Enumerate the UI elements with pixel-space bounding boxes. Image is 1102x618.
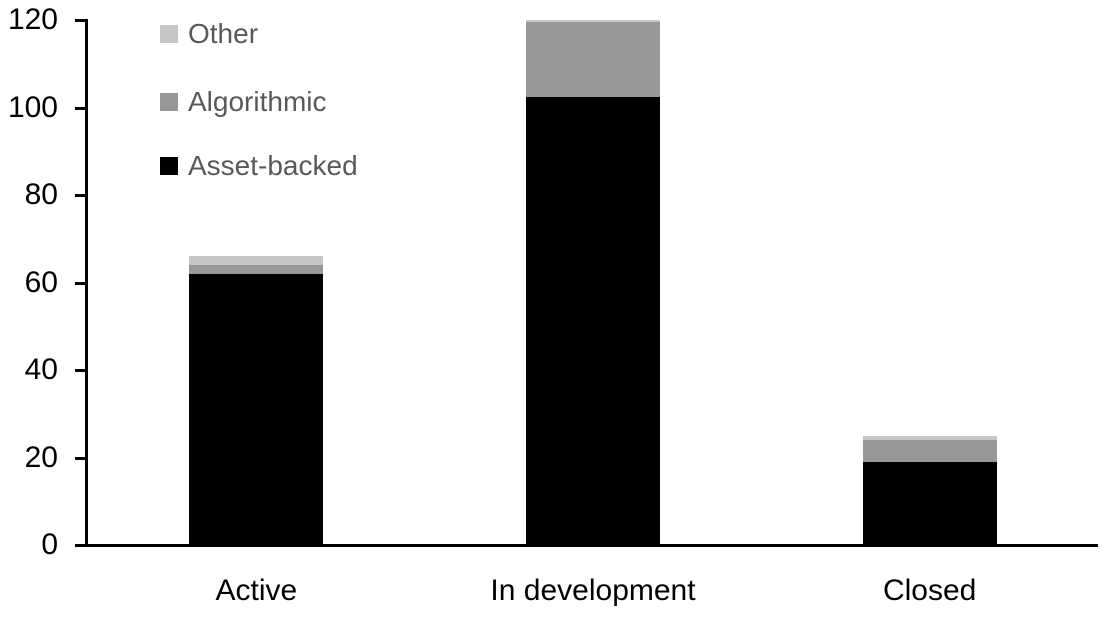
bar-active-asset-backed-segment xyxy=(189,273,324,545)
y-axis-tick xyxy=(75,281,88,285)
bar-in-development-asset-backed-segment xyxy=(526,96,660,545)
y-axis-tick-label: 60 xyxy=(24,265,58,299)
y-axis-tick-label: 20 xyxy=(24,440,58,474)
y-axis-tick-label: 40 xyxy=(24,353,58,386)
legend-swatch-other-icon xyxy=(160,25,178,43)
bar-active-other-segment xyxy=(189,256,324,265)
y-axis-tick xyxy=(75,19,88,22)
legend-item-asset-backed: Asset-backed xyxy=(160,150,358,182)
bar-closed-algorithmic-segment xyxy=(862,440,997,462)
bar-closed-other-segment xyxy=(862,435,997,440)
y-axis-tick xyxy=(75,456,88,460)
legend-label-algorithmic: Algorithmic xyxy=(188,86,327,117)
bar-in-development-algorithmic-segment xyxy=(526,22,660,97)
x-axis-label-in-development: In development xyxy=(490,574,696,607)
legend-label-asset-backed: Asset-backed xyxy=(188,150,358,181)
y-axis-tick-label: 0 xyxy=(41,528,58,561)
y-axis-tick-label: 100 xyxy=(7,90,58,124)
bar-closed-asset-backed-segment xyxy=(862,461,997,545)
legend-label-other: Other xyxy=(188,18,259,49)
legend-swatch-algorithmic-icon xyxy=(160,93,178,111)
bar-active-algorithmic-segment xyxy=(189,265,324,274)
x-axis-line xyxy=(75,544,1098,547)
x-axis-label-active: Active xyxy=(215,574,298,607)
legend-item-algorithmic: Algorithmic xyxy=(160,86,326,118)
legend-item-other: Other xyxy=(160,18,258,50)
y-axis-tick xyxy=(75,106,88,110)
x-axis-label-closed: Closed xyxy=(882,574,977,607)
y-axis-tick xyxy=(75,194,88,197)
y-axis-tick-label: 80 xyxy=(24,178,58,211)
bar-in-development-other-segment xyxy=(526,20,660,23)
y-axis-tick xyxy=(75,369,88,372)
y-axis-tick-label: 120 xyxy=(7,3,58,36)
legend-swatch-asset-backed-icon xyxy=(160,157,178,175)
